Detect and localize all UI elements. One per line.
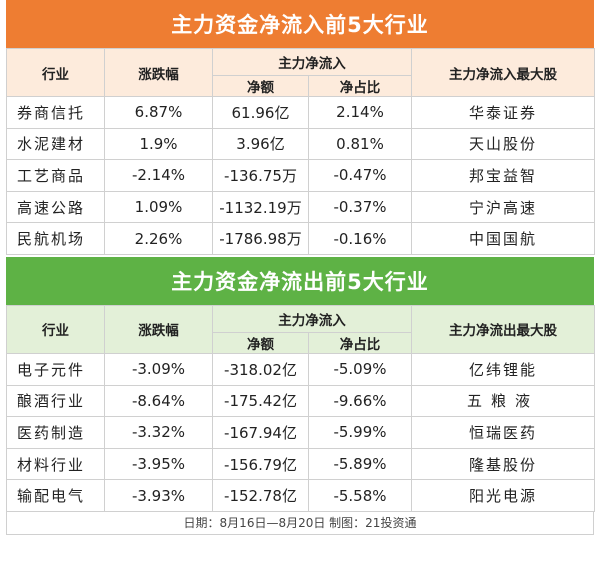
table-row: 电子元件 -3.09% -318.02亿 -5.09% 亿纬锂能 (6, 352, 595, 386)
net-amount-cell: -318.02亿 (212, 352, 309, 386)
table-row: 材料行业 -3.95% -156.79亿 -5.89% 隆基股份 (6, 447, 595, 481)
change-cell: 2.26% (104, 222, 213, 255)
industry-cell: 高速公路 (6, 190, 105, 224)
outflow-title: 主力资金净流出前5大行业 (6, 254, 594, 305)
header-top-stock: 主力净流入最大股 (411, 48, 595, 97)
net-amount-cell: -152.78亿 (212, 479, 309, 512)
net-amount-cell: -167.94亿 (212, 416, 309, 449)
net-amount-cell: -156.79亿 (212, 447, 309, 481)
inflow-title: 主力资金净流入前5大行业 (6, 0, 594, 48)
top-stock-cell: 华泰证券 (411, 96, 595, 129)
industry-cell: 水泥建材 (6, 127, 105, 161)
net-amount-cell: 3.96亿 (212, 127, 309, 161)
inflow-table: 行业 涨跌幅 主力净流入 主力净流入最大股 净额 净占比 券商信托 6.87% 61… (6, 48, 595, 255)
header-main-flow: 主力净流入 (212, 304, 412, 333)
header-top-stock: 主力净流出最大股 (411, 304, 595, 354)
table-row: 高速公路 1.09% -1132.19万 -0.37% 宁沪高速 (6, 190, 595, 224)
change-cell: -8.64% (104, 384, 213, 418)
industry-cell: 输配电气 (6, 479, 105, 512)
top-stock-cell: 中国国航 (411, 222, 595, 255)
change-cell: -3.09% (104, 352, 213, 386)
header-net-ratio: 净占比 (308, 331, 412, 354)
header-change: 涨跌幅 (104, 48, 213, 97)
net-ratio-cell: -5.99% (308, 416, 412, 449)
net-ratio-cell: 0.81% (308, 127, 412, 161)
outflow-table: 行业 涨跌幅 主力净流入 主力净流出最大股 净额 净占比 电子元件 -3.09% -… (6, 304, 595, 512)
top-stock-cell: 恒瑞医药 (411, 416, 595, 449)
table-row: 输配电气 -3.93% -152.78亿 -5.58% 阳光电源 (6, 479, 595, 512)
net-ratio-cell: -0.37% (308, 190, 412, 224)
header-net-amount: 净额 (212, 331, 309, 354)
top-stock-cell: 宁沪高速 (411, 190, 595, 224)
industry-cell: 医药制造 (6, 416, 105, 449)
industry-cell: 电子元件 (6, 352, 105, 386)
inflow-rows: 券商信托 6.87% 61.96亿 2.14% 华泰证券 水泥建材 1.9% 3.96亿 0.8… (6, 96, 595, 255)
net-ratio-cell: -9.66% (308, 384, 412, 418)
net-amount-cell: -1132.19万 (212, 190, 309, 224)
outflow-rows: 电子元件 -3.09% -318.02亿 -5.09% 亿纬锂能 酿酒行业 -8.64% -1… (6, 352, 595, 512)
table-row: 工艺商品 -2.14% -136.75万 -0.47% 邦宝益智 (6, 159, 595, 192)
industry-cell: 民航机场 (6, 222, 105, 255)
industry-cell: 工艺商品 (6, 159, 105, 192)
net-ratio-cell: -5.09% (308, 352, 412, 386)
top-stock-cell: 天山股份 (411, 127, 595, 161)
net-amount-cell: 61.96亿 (212, 96, 309, 129)
industry-cell: 材料行业 (6, 447, 105, 481)
header-net-amount: 净额 (212, 75, 309, 97)
footer-note: 日期：8月16日—8月20日 制图：21投资通 (6, 511, 594, 535)
table-row: 券商信托 6.87% 61.96亿 2.14% 华泰证券 (6, 96, 595, 129)
net-ratio-cell: -0.16% (308, 222, 412, 255)
header-net-ratio: 净占比 (308, 75, 412, 97)
header-main-flow: 主力净流入 (212, 48, 412, 76)
change-cell: -3.32% (104, 416, 213, 449)
change-cell: 1.9% (104, 127, 213, 161)
net-ratio-cell: -0.47% (308, 159, 412, 192)
top-stock-cell: 阳光电源 (411, 479, 595, 512)
table-row: 酿酒行业 -8.64% -175.42亿 -9.66% 五粮液 (6, 384, 595, 418)
top-stock-cell: 隆基股份 (411, 447, 595, 481)
net-amount-cell: -1786.98万 (212, 222, 309, 255)
table-row: 医药制造 -3.32% -167.94亿 -5.99% 恒瑞医药 (6, 416, 595, 449)
net-ratio-cell: -5.89% (308, 447, 412, 481)
top-stock-cell: 邦宝益智 (411, 159, 595, 192)
net-amount-cell: -136.75万 (212, 159, 309, 192)
change-cell: 6.87% (104, 96, 213, 129)
header-industry: 行业 (6, 48, 105, 97)
industry-cell: 酿酒行业 (6, 384, 105, 418)
top-stock-cell: 五粮液 (411, 384, 595, 418)
table-row: 水泥建材 1.9% 3.96亿 0.81% 天山股份 (6, 127, 595, 161)
industry-cell: 券商信托 (6, 96, 105, 129)
top-stock-cell: 亿纬锂能 (411, 352, 595, 386)
net-amount-cell: -175.42亿 (212, 384, 309, 418)
header-change: 涨跌幅 (104, 304, 213, 354)
change-cell: -3.95% (104, 447, 213, 481)
table-row: 民航机场 2.26% -1786.98万 -0.16% 中国国航 (6, 222, 595, 255)
net-ratio-cell: -5.58% (308, 479, 412, 512)
header-industry: 行业 (6, 304, 105, 354)
change-cell: -3.93% (104, 479, 213, 512)
change-cell: 1.09% (104, 190, 213, 224)
change-cell: -2.14% (104, 159, 213, 192)
data-frame: 主力资金净流入前5大行业 行业 涨跌幅 主力净流入 主力净流入最大股 净额 净占… (6, 0, 595, 535)
net-ratio-cell: 2.14% (308, 96, 412, 129)
